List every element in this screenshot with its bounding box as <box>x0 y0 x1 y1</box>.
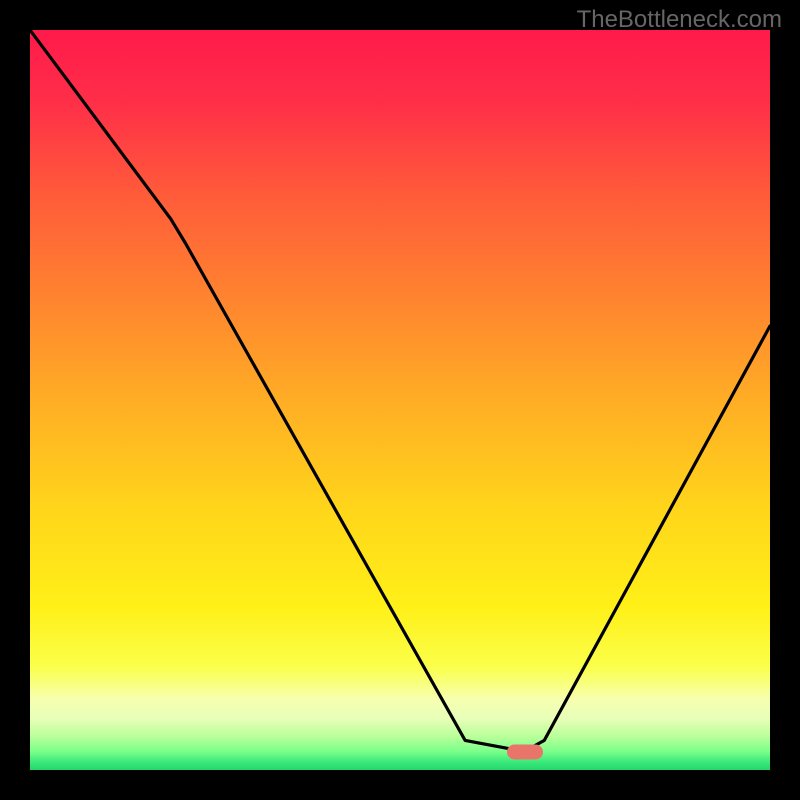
chart-canvas: TheBottleneck.com <box>0 0 800 800</box>
plot-area <box>30 30 770 770</box>
bottleneck-curve <box>30 30 770 770</box>
optimal-point-marker <box>507 744 543 759</box>
